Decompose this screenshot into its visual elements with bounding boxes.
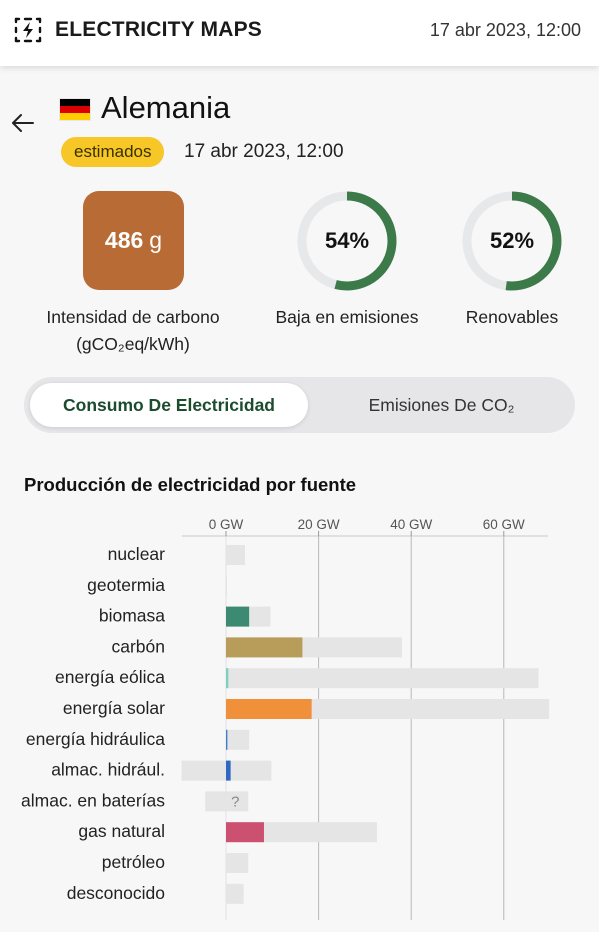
tab-electricity-consumption[interactable]: Consumo De Electricidad [30,383,308,427]
renewable-label: Renovables [465,307,559,327]
production-bar[interactable] [226,637,303,658]
estimated-badge[interactable]: estimados [61,137,165,167]
capacity-bar[interactable] [205,791,249,812]
low-carbon-ring[interactable] [295,189,399,293]
capacity-bar[interactable] [226,729,250,750]
germany-flag-icon [60,99,90,120]
category-label: almac. hidrául. [51,760,165,780]
carbon-intensity-label: Intensidad de carbono (gCO₂eq/kWh) [28,304,238,358]
carbon-intensity-label-line1: Intensidad de carbono [46,307,220,327]
x-tick-label: 60 GW [483,517,525,532]
category-label: energía hidráulica [26,729,165,749]
unknown-value-marker: ? [231,793,239,810]
low-carbon-percent: 54% [324,228,370,253]
top-date: 17 abr 2023, 12:00 [429,20,581,40]
back-arrow-icon[interactable] [10,110,36,136]
category-label: biomasa [99,606,165,626]
category-label: energía eólica [55,667,165,687]
category-label: energía solar [63,698,165,718]
ring-progress [297,191,397,291]
x-tick-label: 40 GW [390,517,432,532]
category-label: almac. en baterías [21,790,165,810]
capacity-bar[interactable] [226,668,539,689]
carbon-intensity-box: 486 g [83,191,184,290]
category-label: nuclear [108,544,166,564]
country-name: Alemania [101,90,231,125]
x-tick-label: 20 GW [298,517,340,532]
production-bar[interactable] [226,606,250,627]
ring-progress [462,191,562,291]
production-bar[interactable] [226,760,231,781]
brand-title[interactable]: ELECTRICITY MAPS [55,18,262,41]
carbon-intensity-unit: g [149,227,163,253]
production-bar[interactable] [226,729,228,750]
x-tick-label: 0 GW [209,517,244,532]
category-label: desconocido [67,883,165,903]
tab-co2-emissions[interactable]: Emisiones De CO₂ [368,394,515,415]
capacity-bar[interactable] [226,545,245,565]
production-bar[interactable] [226,668,229,689]
capacity-bar[interactable] [226,853,249,873]
top-bar: ELECTRICITY MAPS 17 abr 2023, 12:00 [0,0,599,66]
renewable-ring[interactable] [460,189,564,293]
renewable-percent: 52% [489,228,535,253]
capacity-bar[interactable] [226,883,244,904]
capacity-bar[interactable] [226,575,227,596]
datetime-label: 17 abr 2023, 12:00 [184,141,344,162]
production-by-source-chart: 0 GW 20 GW 40 GW 60 GW nuclear geotermia bioma… [21,517,550,920]
view-toggle: Consumo De Electricidad Emisiones De CO₂ [24,377,575,433]
category-label: petróleo [102,852,165,872]
low-carbon-label: Baja en emisiones [275,307,419,327]
chart-title: Producción de electricidad por fuente [24,474,357,495]
production-bar[interactable] [226,699,312,719]
lightning-logo-icon[interactable] [12,14,44,46]
category-label: geotermia [87,575,165,595]
category-label: gas natural [78,821,165,841]
category-label: carbón [111,636,165,656]
production-bar[interactable] [226,822,264,843]
carbon-intensity-label-line2: (gCO₂eq/kWh) [76,334,190,354]
carbon-intensity-value: 486 [104,227,144,253]
